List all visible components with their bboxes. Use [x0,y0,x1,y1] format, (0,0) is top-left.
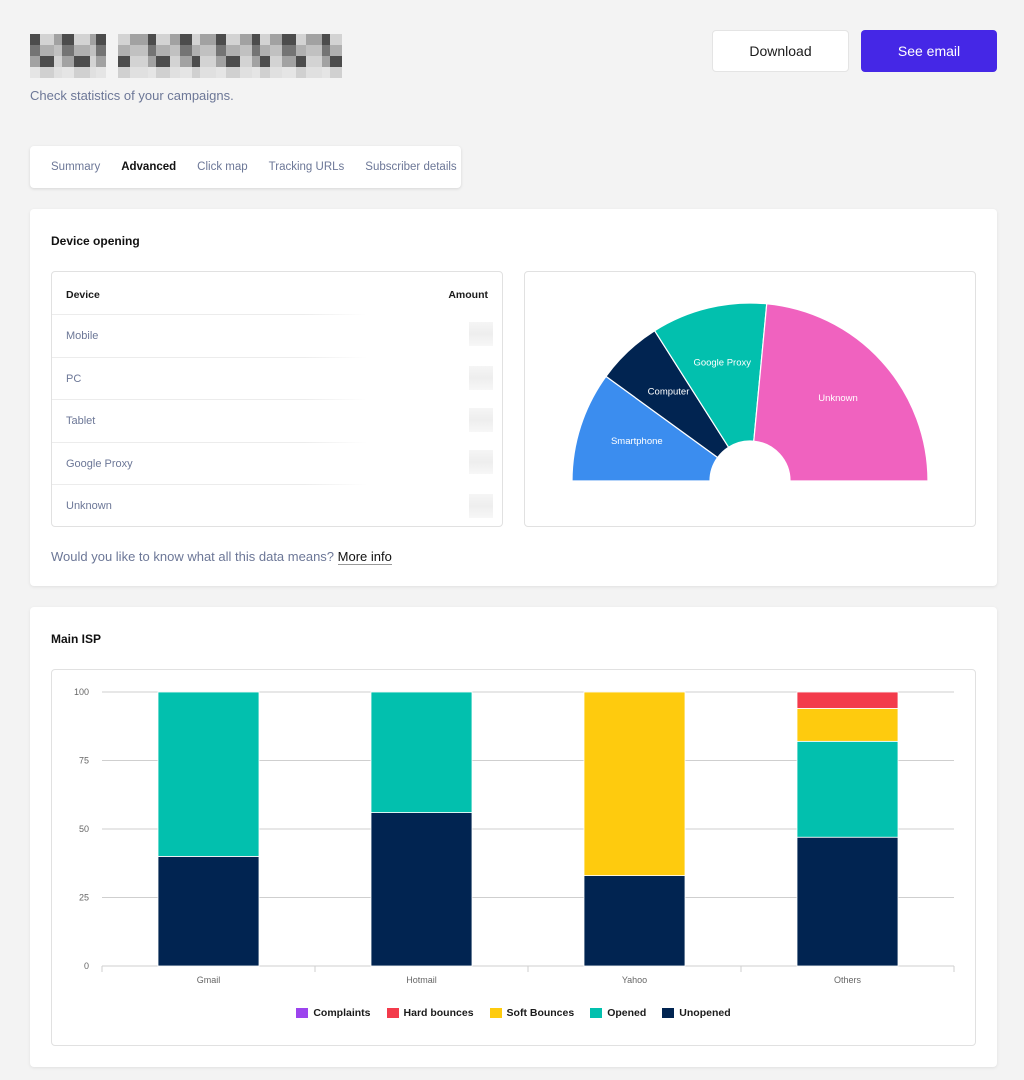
isp-bar-chart: 0 25 50 75 100 Gmail Hotmail Yahoo Others Compla… [51,669,976,1046]
legend-item-complaints[interactable]: Complaints [296,1007,371,1019]
x-tick-label: Yahoo [622,975,647,985]
legend-swatch [386,1008,399,1018]
main-isp-title: Main ISP [51,632,102,646]
device-table: Device Amount Mobile PC Tablet Google Pr… [51,271,503,527]
bar-segment-opened[interactable] [796,740,899,838]
page-subtitle: Check statistics of your campaigns. [30,88,234,103]
pie-label: Smartphone [611,436,663,447]
tab-subscriber-details[interactable]: Subscriber details [365,161,457,173]
pie-label: Computer [648,386,690,397]
more-info-question: Would you like to know what all this dat… [51,549,335,564]
legend-item-opened[interactable]: Opened [590,1007,646,1019]
table-row: Google Proxy [52,443,502,485]
amount-redacted [469,366,493,390]
bar-segment-unopened[interactable] [796,836,899,967]
device-pie-svg: Smartphone Computer Google Proxy Unknown [571,302,929,482]
x-tick-label: Hotmail [406,975,437,985]
amount-redacted [469,322,493,346]
bar-segment-opened[interactable] [370,691,473,813]
device-name: Tablet [66,415,96,427]
pie-slice-smartphone[interactable] [571,375,719,482]
pie-slice-google-proxy[interactable] [653,302,768,449]
legend-label: Opened [607,1007,647,1019]
pie-label: Google Proxy [693,357,751,368]
amount-redacted [469,450,493,474]
x-tick-label: Others [834,975,862,985]
pie-label: Unknown [818,393,858,404]
pie-slice-unknown[interactable] [753,303,929,482]
bar-segment-soft-bounces[interactable] [583,691,686,876]
bar-segment-unopened[interactable] [370,812,473,967]
x-tick-label: Gmail [197,975,221,985]
download-button[interactable]: Download [712,30,849,72]
amount-redacted [469,494,493,518]
legend-label: Hard bounces [403,1007,474,1019]
y-tick-label: 75 [79,756,89,766]
legend-label: Soft Bounces [506,1007,575,1019]
y-tick-label: 100 [74,687,89,697]
bar-segment-soft-bounces[interactable] [796,708,899,742]
page-title-redacted [30,34,382,78]
legend-swatch [296,1008,309,1018]
more-info-link[interactable]: More info [337,549,392,565]
y-tick-label: 50 [79,824,89,834]
tab-summary[interactable]: Summary [51,161,101,173]
legend-label: Unopened [679,1007,731,1019]
tab-advanced[interactable]: Advanced [121,161,177,173]
device-name: Mobile [66,330,99,342]
row-divider [52,442,367,443]
y-tick-label: 0 [84,961,89,971]
table-row: Mobile [52,315,502,357]
table-row: Unknown [52,485,502,527]
device-name: Unknown [66,500,112,512]
main-isp-card: Main ISP 0 25 50 75 100 Gmail Hotmail Yahoo Othe… [30,607,997,1067]
tab-tracking-urls[interactable]: Tracking URLs [268,161,345,173]
bar-segment-unopened[interactable] [583,875,686,967]
chart-legend: Complaints Hard bounces Soft Bounces Opened… [52,1007,975,1019]
legend-swatch [489,1008,502,1018]
table-row: PC [52,358,502,400]
row-divider [52,357,367,358]
device-pie-chart: Smartphone Computer Google Proxy Unknown [524,271,976,527]
tab-bar: Summary Advanced Click map Tracking URLs… [30,146,461,188]
bar-segment-hard-bounces[interactable] [796,691,899,709]
row-divider [52,484,367,485]
isp-bar-svg: 0 25 50 75 100 Gmail Hotmail Yahoo Others [74,687,955,985]
more-info-text: Would you like to know what all this dat… [51,549,392,565]
table-row: Tablet [52,400,502,442]
legend-item-unopened[interactable]: Unopened [662,1007,731,1019]
legend-item-soft-bounces[interactable]: Soft Bounces [489,1007,575,1019]
column-header-amount: Amount [448,289,488,301]
column-header-device: Device [66,289,100,301]
y-tick-label: 25 [79,893,89,903]
tab-click-map[interactable]: Click map [197,161,248,173]
row-divider [52,399,367,400]
device-opening-card: Device opening Device Amount Mobile PC T… [30,209,997,586]
device-opening-title: Device opening [51,234,140,248]
legend-label: Complaints [313,1007,371,1019]
device-name: Google Proxy [66,458,133,470]
device-name: PC [66,373,82,385]
bar-segment-unopened[interactable] [157,855,260,967]
legend-swatch [590,1008,603,1018]
legend-swatch [662,1008,675,1018]
legend-item-hard-bounces[interactable]: Hard bounces [386,1007,474,1019]
row-divider [52,314,367,315]
bar-segment-opened[interactable] [157,691,260,857]
see-email-button[interactable]: See email [861,30,997,72]
amount-redacted [469,408,493,432]
